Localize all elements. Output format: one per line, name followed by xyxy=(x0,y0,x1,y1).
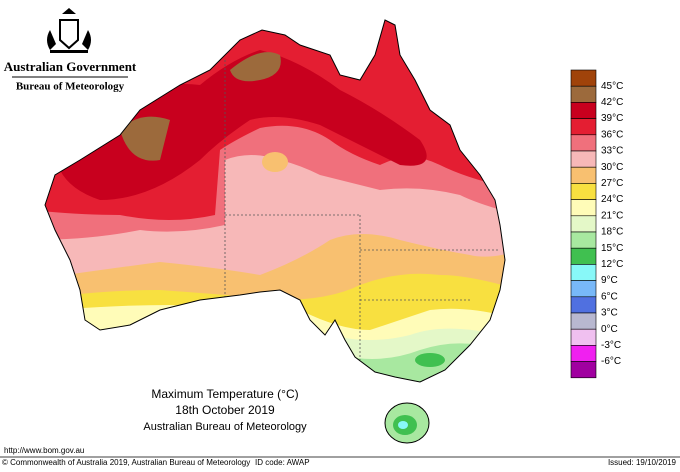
legend-swatch xyxy=(570,231,597,249)
legend-label: -3°C xyxy=(601,340,621,351)
legend-label: 0°C xyxy=(601,324,618,335)
map-title: Maximum Temperature (°C) xyxy=(151,387,298,401)
legend: 45°C 42°C 39°C 36°C 33°C 30°C 27°C 24°C 21°C 18°C… xyxy=(570,69,623,379)
legend-swatch xyxy=(570,215,597,233)
legend-swatch xyxy=(570,296,597,314)
legend-swatch xyxy=(570,118,597,136)
legend-label: 27°C xyxy=(601,178,623,189)
legend-swatch xyxy=(570,345,597,362)
legend-swatch xyxy=(570,102,597,119)
legend-label: 36°C xyxy=(601,129,623,140)
government-name: Australian Government xyxy=(4,59,137,74)
legend-label: -6°C xyxy=(601,356,621,367)
map-source: Australian Bureau of Meteorology xyxy=(143,421,307,433)
legend-swatch xyxy=(570,69,597,87)
coastline xyxy=(384,402,430,444)
legend-label: 30°C xyxy=(601,162,623,173)
legend-swatch xyxy=(570,280,597,298)
legend-swatch xyxy=(570,361,597,379)
legend-swatch xyxy=(570,247,597,265)
legend-label: 15°C xyxy=(601,243,623,254)
legend-label: 33°C xyxy=(601,146,623,157)
legend-swatch xyxy=(570,312,597,330)
legend-label: 3°C xyxy=(601,308,618,319)
legend-swatch xyxy=(570,134,597,152)
footer-url: http://www.bom.gov.au xyxy=(4,446,84,455)
agency-name: Bureau of Meteorology xyxy=(16,81,125,93)
legend-label: 42°C xyxy=(601,97,623,108)
footer-copyright: © Commonwealth of Australia 2019, Austra… xyxy=(2,458,250,467)
legend-swatch xyxy=(570,199,597,217)
legend-label: 18°C xyxy=(601,227,623,238)
legend-swatch xyxy=(570,328,597,346)
legend-label: 9°C xyxy=(601,275,618,286)
legend-swatch xyxy=(570,166,597,184)
legend-label: 24°C xyxy=(601,194,623,205)
footer-issued: Issued: 19/10/2019 xyxy=(608,458,677,467)
legend-swatch xyxy=(570,85,597,103)
legend-label: 21°C xyxy=(601,210,623,221)
legend-label: 45°C xyxy=(601,81,623,92)
legend-label: 12°C xyxy=(601,259,623,270)
legend-swatch xyxy=(570,150,597,168)
emblem xyxy=(47,8,91,53)
legend-swatch xyxy=(570,183,597,200)
footer-id: ID code: AWAP xyxy=(255,458,310,467)
map-date: 18th October 2019 xyxy=(175,403,275,417)
coastline xyxy=(44,19,506,383)
legend-label: 6°C xyxy=(601,291,618,302)
legend-swatch xyxy=(570,264,597,281)
legend-label: 39°C xyxy=(601,113,623,124)
